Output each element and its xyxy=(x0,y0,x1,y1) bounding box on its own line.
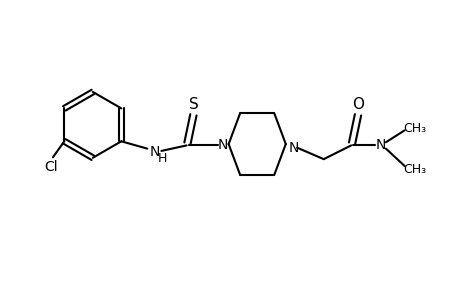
Text: N: N xyxy=(375,138,385,152)
Text: N: N xyxy=(218,137,228,152)
Text: N: N xyxy=(149,145,159,159)
Text: CH₃: CH₃ xyxy=(402,163,425,176)
Text: H: H xyxy=(158,152,167,165)
Text: O: O xyxy=(351,97,363,112)
Text: CH₃: CH₃ xyxy=(402,122,425,136)
Text: Cl: Cl xyxy=(44,160,57,174)
Text: S: S xyxy=(188,97,198,112)
Text: N: N xyxy=(288,141,298,155)
